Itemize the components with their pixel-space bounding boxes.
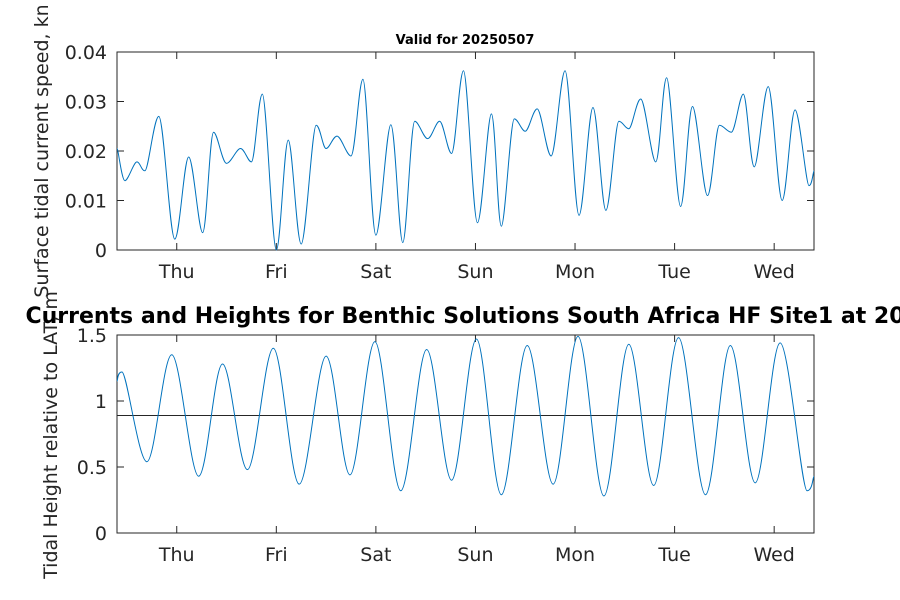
current-speed-ytick-label: 0.03 — [65, 92, 107, 114]
current-speed-xtick-label: Mon — [555, 261, 595, 283]
current-speed-ticks: 0 0.01 0.02 0.03 0.04 Thu Fri Sat Sun Mon Tue Wed — [65, 42, 814, 283]
current-speed-xtick-label: Thu — [158, 261, 195, 283]
current-speed-ytick-label: 0.04 — [65, 42, 107, 64]
tidal-height-plot-area — [116, 334, 815, 534]
current-speed-xtick-label: Fri — [265, 261, 288, 283]
current-speed-axes: 0 0.01 0.02 0.03 0.04 Thu Fri Sat Sun Mon Tue Wed V… — [31, 4, 815, 298]
current-speed-xtick-label: Tue — [657, 261, 690, 283]
tidal-height-xtick-label: Sun — [457, 544, 493, 566]
current-speed-ytick-label: 0.02 — [65, 141, 107, 163]
tidal-height-ytick-label: 0 — [95, 523, 107, 545]
tidal-height-ytick-label: 1 — [95, 391, 107, 413]
current-speed-ytick-label: 0.01 — [65, 191, 107, 213]
tidal-height-xtick-label: Tue — [657, 544, 690, 566]
current-speed-xtick-label: Sun — [457, 261, 493, 283]
tidal-height-ticks: 0 0.5 1 1.5 Thu Fri Sat Sun Mon Tue Wed — [77, 325, 814, 566]
tidal-height-ylabel: Tidal Height relative to LAT, m — [40, 291, 62, 580]
current-speed-xtick-label: Wed — [753, 261, 794, 283]
tidal-height-axes: 0 0.5 1 1.5 Thu Fri Sat Sun Mon Tue Wed Currents a… — [25, 291, 900, 580]
current-speed-line — [116, 70, 815, 251]
tidal-height-ytick-label: 1.5 — [77, 325, 107, 347]
tidal-height-ytick-label: 0.5 — [77, 457, 107, 479]
current-speed-ytick-label: 0 — [95, 240, 107, 262]
tidal-height-xtick-label: Fri — [265, 544, 288, 566]
tidal-height-xtick-label: Mon — [555, 544, 595, 566]
tidal-height-xtick-label: Thu — [158, 544, 195, 566]
tidal-height-line — [116, 335, 815, 497]
current-speed-ylabel: Surface tidal current speed, kn — [31, 4, 53, 297]
tidal-height-xtick-label: Sat — [360, 544, 391, 566]
current-speed-xtick-label: Sat — [360, 261, 391, 283]
tidal-height-title: Currents and Heights for Benthic Solutio… — [25, 304, 900, 329]
current-speed-title: Valid for 20250507 — [396, 33, 535, 48]
tidal-height-xtick-label: Wed — [753, 544, 794, 566]
